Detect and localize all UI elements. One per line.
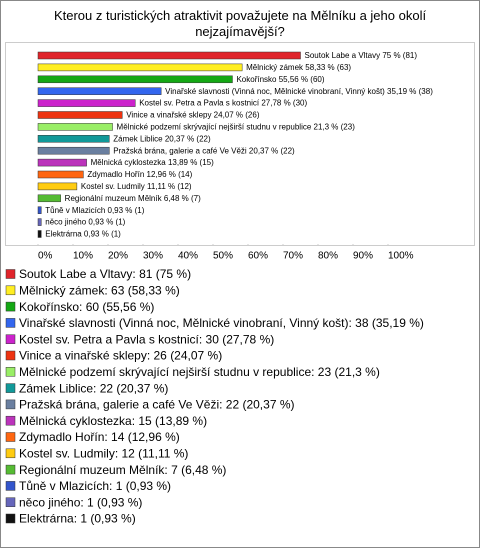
bar-label: Tůně v Mlazicích 0,93 % (1) [45, 206, 144, 215]
legend-label: Elektrárna: 1 (0,93 %) [19, 512, 136, 526]
legend-swatch [5, 464, 16, 475]
bar [37, 158, 87, 167]
bar-label: Mělnická cyklostezka 13,89 % (15) [91, 158, 214, 167]
bar-label: něco jiného 0,93 % (1) [45, 218, 125, 227]
legend-label: Zdymadlo Hořín: 14 (12,96 %) [19, 430, 180, 444]
bar [37, 170, 84, 179]
x-tick-label: 40% [178, 251, 198, 262]
legend-label: Kostel sv. Ludmily: 12 (11,11 %) [19, 446, 188, 460]
bar [37, 111, 123, 119]
legend-swatch [5, 497, 16, 507]
bar-label: Vinice a vinařské sklepy 24,07 % (26) [126, 111, 260, 120]
x-tick-label: 50% [213, 251, 233, 262]
legend-swatch [5, 399, 16, 410]
bar [37, 99, 136, 107]
bar [37, 206, 42, 214]
bar-label: Mělnický zámek 58,33 % (63) [246, 63, 351, 72]
x-tick-label: 30% [143, 251, 163, 262]
legend-swatch [5, 367, 16, 377]
x-tick-label: 70% [283, 251, 303, 262]
legend-label: Vinice a vinařské sklepy: 26 (24,07 %) [19, 349, 222, 363]
legend-label: Soutok Labe a Vltavy: 81 (75 %) [19, 267, 191, 281]
bar-label: Kostel sv. Petra a Pavla s kostnicí 27,7… [139, 99, 307, 108]
legend-swatch [5, 432, 16, 442]
x-tick-label: 60% [248, 251, 268, 262]
bar [37, 135, 110, 143]
bar [37, 194, 61, 203]
bar-label: Zdymadlo Hořín 12,96 % (14) [87, 170, 192, 179]
bar-label: Kostel sv. Ludmily 11,11 % (12) [81, 182, 192, 191]
bar-label: Zámek Liblice 20,37 % (22) [113, 134, 211, 143]
legend-swatch [5, 301, 16, 312]
x-tick-label: 0% [38, 251, 53, 262]
legend-swatch [5, 269, 16, 279]
bar-label: Regionální muzeum Mělník 6,48 % (7) [65, 194, 201, 203]
bar [37, 146, 110, 155]
legend-label: Mělnická cyklostezka: 15 (13,89 %) [19, 414, 207, 428]
legend-swatch [5, 415, 16, 426]
bar [37, 182, 78, 191]
x-tick-label: 80% [318, 251, 338, 262]
legend-swatch [5, 350, 16, 361]
chart-title: Kterou z turistických atraktivit považuj… [53, 8, 427, 39]
legend-label: Mělnické podzemí skrývající nejširší stu… [19, 365, 380, 379]
legend-swatch [5, 481, 16, 491]
x-tick-label: 20% [108, 251, 128, 262]
legend-swatch [5, 285, 16, 296]
x-tick-label: 90% [353, 251, 373, 262]
legend-label: něco jiného: 1 (0,93 %) [19, 495, 142, 509]
bar-label: Soutok Labe a Vltavy 75 % (81) [305, 51, 418, 60]
bar-label: Mělnické podzemí skrývající nejširší stu… [117, 123, 356, 132]
plot-frame [5, 42, 475, 246]
bar-label: Pražská brána, galerie a café Ve Věži 20… [113, 146, 295, 155]
legend-label: Regionální muzeum Mělník: 7 (6,48 %) [19, 463, 226, 477]
bar [37, 87, 162, 95]
legend-label: Kokořínsko: 60 (55,56 %) [19, 300, 154, 314]
legend-swatch [5, 334, 16, 344]
legend-swatch [5, 513, 16, 524]
legend-swatch [5, 383, 16, 393]
legend-label: Kostel sv. Petra a Pavla s kostnicí: 30 … [19, 332, 274, 346]
x-tick-label: 100% [388, 251, 414, 262]
bar [37, 230, 42, 238]
legend-label: Zámek Liblice: 22 (20,37 %) [19, 381, 168, 395]
bar [37, 51, 301, 60]
legend-label: Vinařské slavnosti (Vinná noc, Mělnické … [19, 316, 424, 330]
bar-label: Vinařské slavnosti (Vinná noc, Mělnické … [165, 87, 433, 96]
bar [37, 75, 233, 84]
bar-label: Kokořínsko 55,56 % (60) [236, 75, 324, 84]
legend-label: Mělnický zámek: 63 (58,33 %) [19, 283, 180, 297]
bar [37, 123, 113, 131]
legend-label: Pražská brána, galerie a café Ve Věži: 2… [19, 398, 295, 412]
bar [37, 218, 42, 226]
legend-swatch [5, 318, 16, 328]
bar [37, 63, 243, 72]
x-tick-label: 10% [73, 251, 93, 262]
legend-label: Tůně v Mlazicích: 1 (0,93 %) [19, 479, 171, 493]
bar-label: Elektrárna 0,93 % (1) [45, 230, 121, 239]
legend-swatch [5, 448, 16, 459]
